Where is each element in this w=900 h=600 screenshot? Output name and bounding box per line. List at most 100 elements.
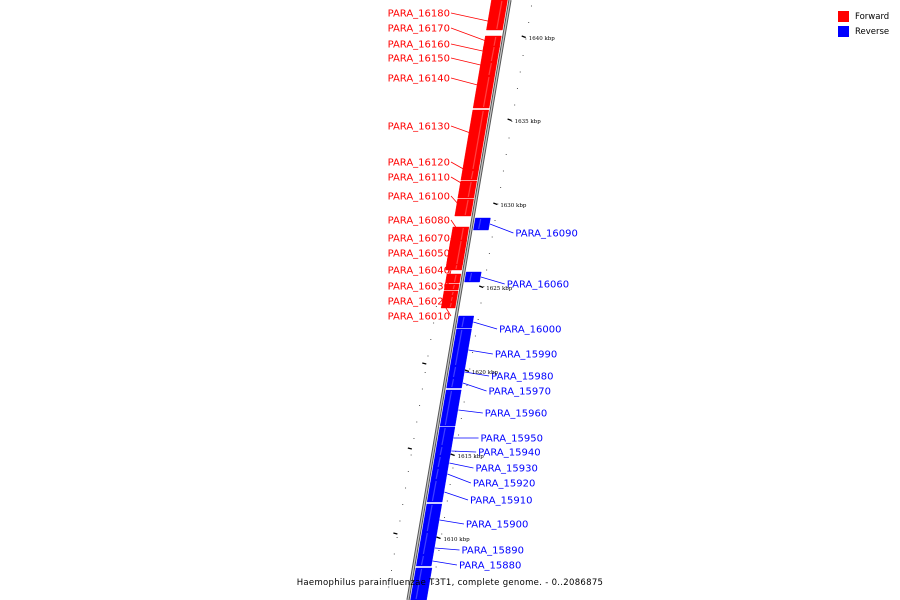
para-15940-leader <box>451 450 477 453</box>
para-16150-leader <box>450 57 485 67</box>
gene-label-para-15910: PARA_15910 <box>470 496 532 507</box>
para-16060-leader <box>480 276 505 285</box>
tick-marks <box>388 5 532 588</box>
para-15910-leader <box>444 491 469 501</box>
genome-caption: Haemophilus parainfluenzae T3T1, complet… <box>296 578 604 588</box>
para-15980-leader <box>464 371 490 377</box>
para-15880-leader <box>432 560 458 566</box>
gene-label-para-16110: PARA_16110 <box>388 173 450 184</box>
para-16180-leader <box>450 12 493 23</box>
legend-forward-label: Forward <box>855 11 890 22</box>
para-15880-feature <box>416 554 434 567</box>
para-15890-leader <box>434 547 460 551</box>
para-15930-feature <box>432 455 451 469</box>
para-16100-leader <box>450 195 462 208</box>
gene-label-para-16020: PARA_16020 <box>388 297 450 308</box>
para-15990-leader <box>468 349 493 355</box>
para-16060-feature <box>464 271 482 283</box>
para-16120-leader <box>450 161 468 172</box>
para-16150-shade <box>488 62 492 76</box>
para-15880-shade <box>420 555 424 566</box>
kbp-label: 1620 kbp <box>472 370 499 376</box>
para-15920-leader <box>447 473 472 484</box>
gene-label-para-15890: PARA_15890 <box>462 546 524 557</box>
para-16000-shade <box>461 316 465 328</box>
label-leaders <box>432 12 514 566</box>
gene-label-para-16100: PARA_16100 <box>388 192 450 203</box>
para-16070-feature <box>446 239 467 266</box>
para-16100-feature <box>454 198 474 217</box>
para-16160-shade <box>490 46 495 62</box>
gene-label-para-16130: PARA_16130 <box>388 122 450 133</box>
kbp-tick <box>521 35 526 39</box>
gene-label-para-15980: PARA_15980 <box>491 372 553 383</box>
legend-reverse: Reverse <box>838 24 889 39</box>
reverse-swatch <box>838 26 849 37</box>
gene-label-para-16140: PARA_16140 <box>388 74 450 85</box>
gene-label-para-15990: PARA_15990 <box>495 350 557 361</box>
para-15980-feature <box>448 365 466 379</box>
para-16140-shade <box>482 76 490 108</box>
gene-label-para-16000: PARA_16000 <box>499 325 561 336</box>
para-15900-shade <box>426 504 433 532</box>
kbp-labels: 1640 kbp 1635 kbp 1630 kbp 1625 kbp 1620 kbp… <box>444 36 556 543</box>
kbp-tick <box>464 369 470 373</box>
para-15890-shade <box>422 532 428 555</box>
gene-label-para-15970: PARA_15970 <box>489 387 551 398</box>
para-16030-shade <box>451 291 454 296</box>
para-15970-shade <box>451 378 455 388</box>
kbp-tick <box>450 453 455 457</box>
gene-features <box>410 0 508 600</box>
forward-swatch <box>838 11 849 22</box>
para-15930-leader <box>449 462 474 469</box>
kbp-label: 1630 kbp <box>500 203 527 209</box>
kbp-label: 1615 kbp <box>458 454 485 460</box>
reverse-tail-shade <box>415 568 423 600</box>
para-16110-shade <box>467 181 472 198</box>
para-16130-shade <box>472 110 484 170</box>
kbp-tick-left <box>422 362 427 365</box>
para-16090-leader <box>489 223 514 234</box>
gene-label-para-16180: PARA_16180 <box>388 9 450 20</box>
para-16100-shade <box>464 199 469 216</box>
para-16010-leader <box>443 304 452 317</box>
para-15930-shade <box>437 456 441 468</box>
legend: Forward Reverse <box>838 9 889 39</box>
gene-label-para-16060: PARA_16060 <box>507 280 569 291</box>
para-15970-feature <box>446 377 464 389</box>
para-15920-feature <box>430 467 449 481</box>
gene-label-para-15900: PARA_15900 <box>466 520 528 531</box>
para-15960-shade <box>444 390 453 426</box>
para-16020-leader <box>445 297 452 302</box>
para-15980-shade <box>452 366 457 378</box>
gene-label-para-16010: PARA_16010 <box>388 312 450 323</box>
para-15910-shade <box>431 480 437 502</box>
gene-label-para-16150: PARA_16150 <box>388 54 450 65</box>
para-15960-feature <box>439 389 462 427</box>
para-15990-shade <box>454 329 463 366</box>
kbp-label: 1610 kbp <box>444 537 471 543</box>
para-16110-feature <box>457 180 477 199</box>
para-16090-shade <box>478 218 482 230</box>
kbp-tick <box>507 118 512 122</box>
gene-label-para-15880: PARA_15880 <box>459 561 521 572</box>
para-15950-feature <box>436 426 456 447</box>
para-16020-shade <box>450 296 453 302</box>
gene-label-para-16030: PARA_16030 <box>388 282 450 293</box>
gene-label-para-16170: PARA_16170 <box>388 24 450 35</box>
para-15960-leader <box>458 409 483 414</box>
gene-label-para-16090: PARA_16090 <box>515 229 577 240</box>
para-16090-feature <box>473 217 491 231</box>
para-16030-leader <box>446 285 452 291</box>
kbp-label: 1625 kbp <box>486 286 513 292</box>
para-16000-leader <box>473 321 498 330</box>
para-16180-feature <box>486 0 508 31</box>
para-16000-feature <box>456 315 475 329</box>
para-15940-shade <box>439 446 443 456</box>
gene-label-para-16040: PARA_16040 <box>388 266 450 277</box>
para-16080-leader <box>450 219 458 230</box>
gene-labels: PARA_16180 PARA_16170 PARA_16160 PARA_16150… <box>388 9 578 572</box>
gene-label-para-15950: PARA_15950 <box>481 434 543 445</box>
kbp-tick-left <box>407 447 412 450</box>
